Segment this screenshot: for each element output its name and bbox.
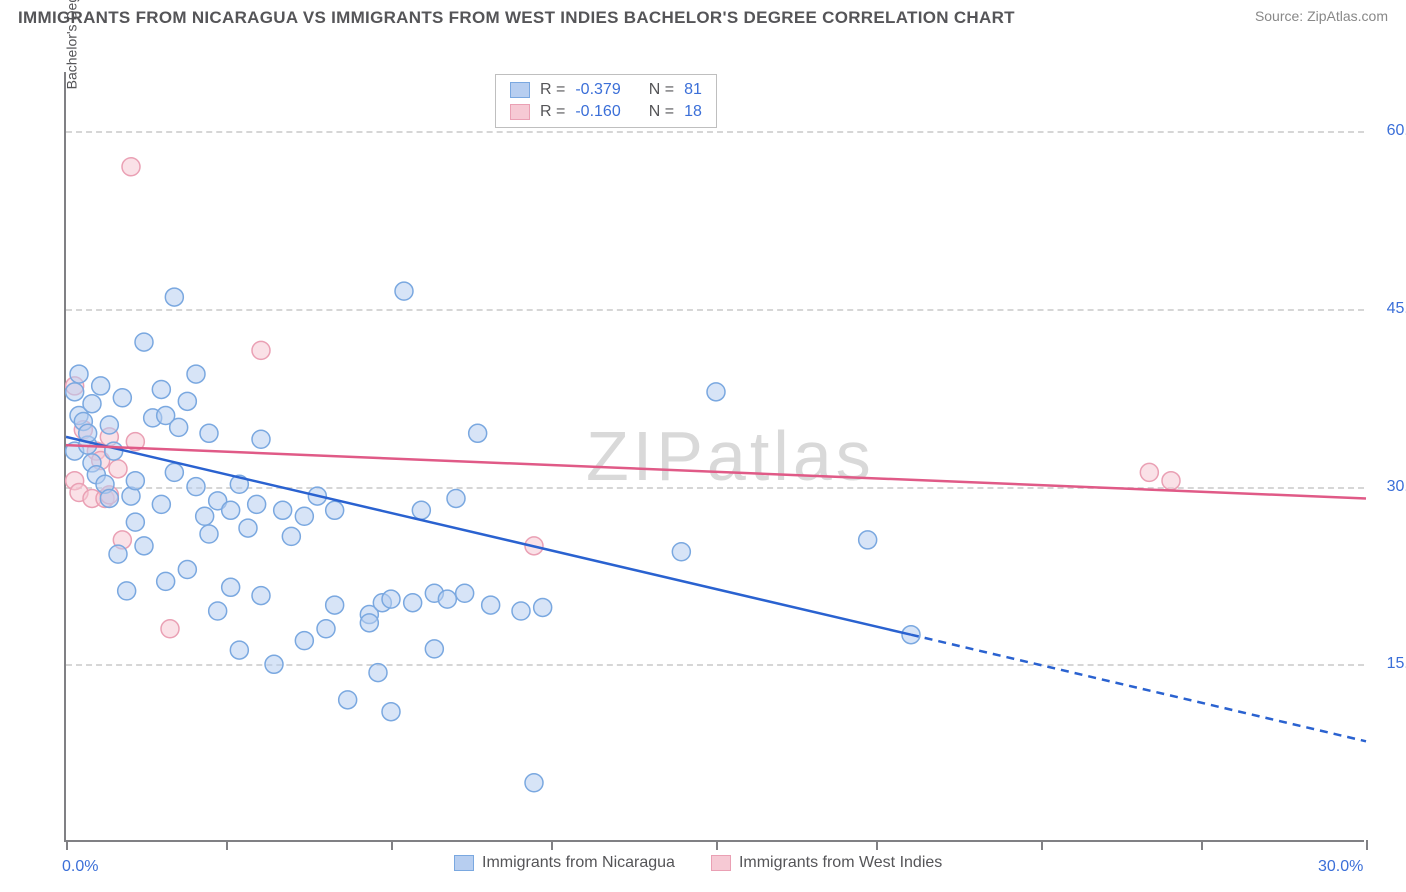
- chart-source: Source: ZipAtlas.com: [1255, 8, 1388, 24]
- x-tick: [1041, 840, 1043, 850]
- n-label: N =: [649, 81, 674, 99]
- x-tick: [391, 840, 393, 850]
- legend-item-blue: Immigrants from Nicaragua: [454, 854, 675, 872]
- x-tick: [876, 840, 878, 850]
- n-value: 81: [684, 81, 702, 99]
- x-tick: [1366, 840, 1368, 850]
- y-tick-label: 15.0%: [1387, 655, 1406, 673]
- correlation-stats-box: R = -0.379 N = 81 R = -0.160 N = 18: [495, 74, 717, 128]
- r-value: -0.379: [575, 81, 620, 99]
- swatch-pink-icon: [510, 104, 530, 120]
- x-tick: [226, 840, 228, 850]
- swatch-blue-icon: [454, 855, 474, 871]
- stats-row-blue: R = -0.379 N = 81: [496, 79, 716, 101]
- x-tick: [66, 840, 68, 850]
- swatch-blue-icon: [510, 82, 530, 98]
- legend-item-pink: Immigrants from West Indies: [711, 854, 942, 872]
- swatch-pink-icon: [711, 855, 731, 871]
- x-tick: [716, 840, 718, 850]
- trend-line: [66, 445, 1366, 498]
- trend-line: [911, 635, 1366, 742]
- trend-lines: [66, 72, 1366, 842]
- r-label: R =: [540, 81, 565, 99]
- r-value: -0.160: [575, 103, 620, 121]
- stats-row-pink: R = -0.160 N = 18: [496, 101, 716, 123]
- plot-region: ZIPatlas 15.0%30.0%45.0%60.0% R = -0.379…: [64, 72, 1364, 842]
- y-tick-label: 60.0%: [1387, 122, 1406, 140]
- x-tick: [1201, 840, 1203, 850]
- trend-line: [66, 437, 911, 635]
- legend-label: Immigrants from Nicaragua: [482, 854, 675, 872]
- n-value: 18: [684, 103, 702, 121]
- x-axis-min-label: 0.0%: [62, 858, 98, 876]
- x-tick: [551, 840, 553, 850]
- chart-title: IMMIGRANTS FROM NICARAGUA VS IMMIGRANTS …: [18, 8, 1015, 28]
- legend-label: Immigrants from West Indies: [739, 854, 942, 872]
- y-tick-label: 45.0%: [1387, 300, 1406, 318]
- legend: Immigrants from Nicaragua Immigrants fro…: [454, 854, 942, 872]
- x-axis-max-label: 30.0%: [1318, 858, 1363, 876]
- r-label: R =: [540, 103, 565, 121]
- n-label: N =: [649, 103, 674, 121]
- y-tick-label: 30.0%: [1387, 478, 1406, 496]
